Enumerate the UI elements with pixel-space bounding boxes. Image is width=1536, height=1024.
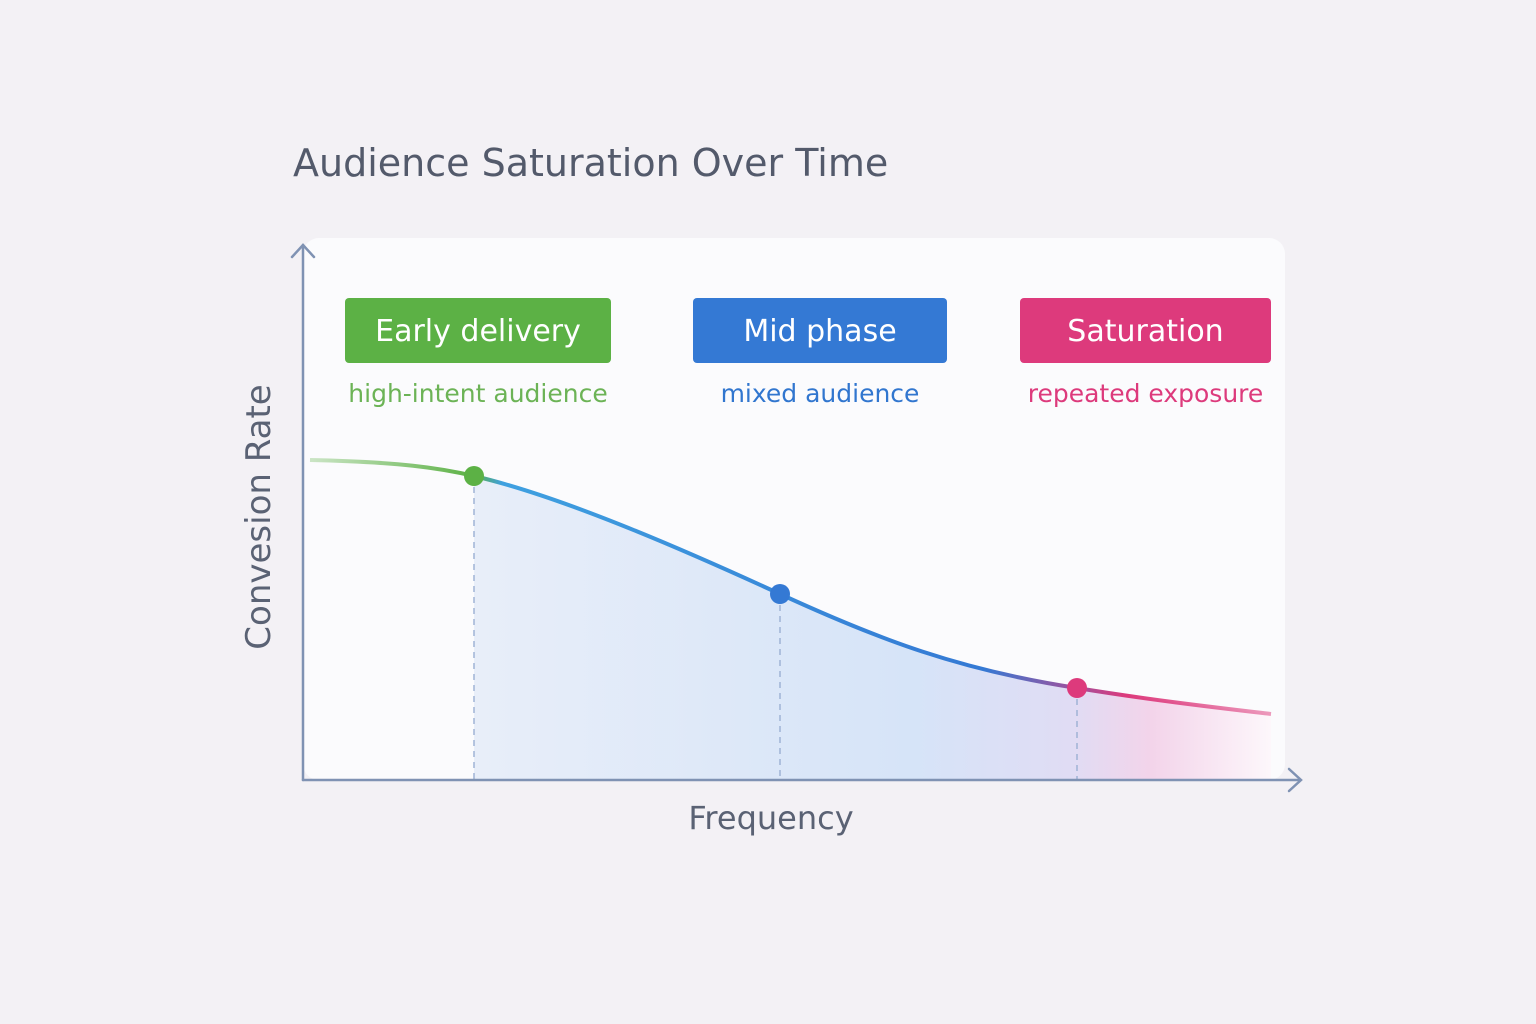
phase-sublabel: repeated exposure [1028, 379, 1264, 408]
phase-point [464, 466, 484, 486]
phase-point [1067, 678, 1087, 698]
phase-box [693, 298, 947, 363]
phase-label: Mid phase [743, 314, 896, 349]
phase-sublabel: mixed audience [721, 379, 920, 408]
phase-label: Early delivery [375, 314, 581, 349]
area [474, 476, 1271, 780]
phase-box [345, 298, 611, 363]
x-arrow [1287, 767, 1303, 793]
phase-sublabel: high-intent audience [348, 379, 607, 408]
y-arrow [290, 243, 316, 259]
axes [290, 243, 1303, 793]
title: Audience Saturation Over Time [293, 141, 888, 185]
phase-point [770, 584, 790, 604]
x-axis-label: Frequency [688, 799, 853, 837]
y-axis-label: Convesion Rate [239, 384, 279, 649]
guides [473, 476, 1078, 780]
phase-box [1020, 298, 1271, 363]
phases: Early delivery high-intent audience Mid ph… [345, 298, 1271, 698]
phase-label: Saturation [1067, 314, 1223, 349]
